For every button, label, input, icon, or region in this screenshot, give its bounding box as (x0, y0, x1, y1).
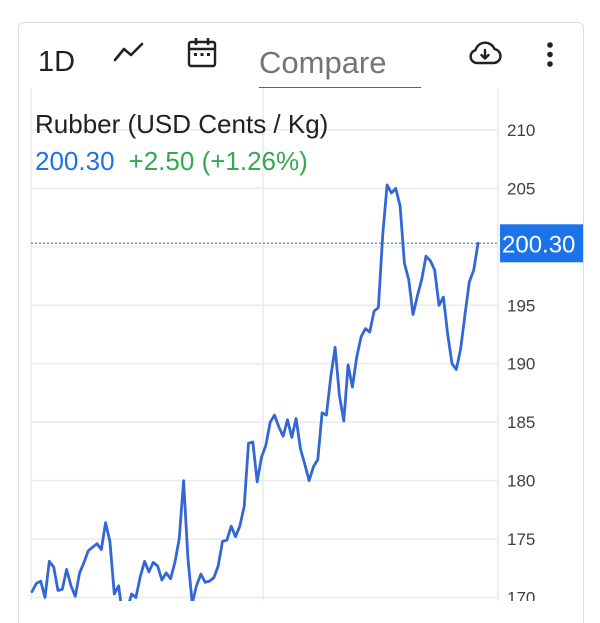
price-chart: 170175180185190195200205210 200.30 (30, 89, 583, 601)
more-vert-icon[interactable] (543, 41, 557, 74)
quote-header: Rubber (USD Cents / Kg) 200.30 +2.50 (+1.… (35, 109, 328, 177)
quote-values: 200.30 +2.50 (+1.26%) (35, 146, 328, 177)
y-tick-label: 185 (507, 413, 535, 432)
y-tick-label: 180 (507, 472, 535, 491)
y-tick-label: 190 (507, 355, 535, 374)
time-range-button[interactable]: 1D (38, 46, 76, 78)
y-tick-label: 195 (507, 296, 535, 315)
y-tick-label: 210 (507, 121, 535, 140)
y-axis-ticks: 170175180185190195200205210 (507, 121, 535, 601)
current-price: 200.30 (35, 146, 115, 176)
compare-input[interactable] (259, 45, 419, 81)
compare-field[interactable] (259, 41, 421, 88)
current-price-tag: 200.30 (500, 224, 583, 263)
y-tick-label: 205 (507, 179, 535, 198)
calendar-icon[interactable] (187, 37, 217, 74)
chart-card: 1D (18, 22, 584, 623)
change-value: +2.50 (128, 146, 195, 176)
y-tick-label: 175 (507, 530, 535, 549)
current-price-label: 200.30 (502, 231, 575, 258)
price-series-line (30, 183, 480, 601)
line-chart-icon[interactable] (113, 40, 145, 69)
y-tick-label: 170 (507, 588, 535, 601)
download-icon[interactable] (468, 40, 502, 71)
instrument-title: Rubber (USD Cents / Kg) (35, 109, 329, 139)
change-percent: (+1.26%) (201, 146, 308, 176)
chart-toolbar: 1D (19, 23, 583, 89)
price-change: +2.50 (+1.26%) (129, 146, 308, 176)
